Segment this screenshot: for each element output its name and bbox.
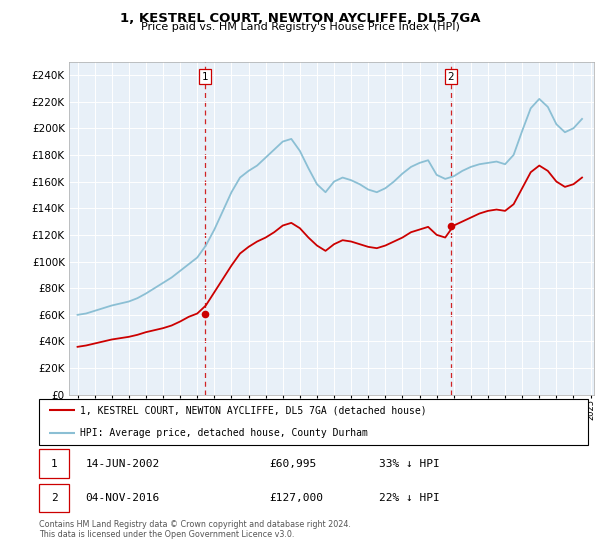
Text: HPI: Average price, detached house, County Durham: HPI: Average price, detached house, Coun… bbox=[80, 428, 368, 438]
Text: 1: 1 bbox=[202, 72, 208, 82]
Text: 1: 1 bbox=[51, 459, 58, 469]
Text: 22% ↓ HPI: 22% ↓ HPI bbox=[379, 493, 440, 503]
Bar bbox=[39, 449, 69, 478]
Text: 04-NOV-2016: 04-NOV-2016 bbox=[86, 493, 160, 503]
Text: 2: 2 bbox=[448, 72, 454, 82]
Text: £60,995: £60,995 bbox=[269, 459, 317, 469]
Text: 14-JUN-2002: 14-JUN-2002 bbox=[86, 459, 160, 469]
Text: Price paid vs. HM Land Registry's House Price Index (HPI): Price paid vs. HM Land Registry's House … bbox=[140, 22, 460, 32]
Text: £127,000: £127,000 bbox=[269, 493, 323, 503]
Bar bbox=[39, 483, 69, 512]
Text: Contains HM Land Registry data © Crown copyright and database right 2024.
This d: Contains HM Land Registry data © Crown c… bbox=[39, 520, 351, 539]
Text: 33% ↓ HPI: 33% ↓ HPI bbox=[379, 459, 440, 469]
Text: 1, KESTREL COURT, NEWTON AYCLIFFE, DL5 7GA (detached house): 1, KESTREL COURT, NEWTON AYCLIFFE, DL5 7… bbox=[80, 405, 427, 416]
Text: 2: 2 bbox=[51, 493, 58, 503]
Text: 1, KESTREL COURT, NEWTON AYCLIFFE, DL5 7GA: 1, KESTREL COURT, NEWTON AYCLIFFE, DL5 7… bbox=[120, 12, 480, 25]
